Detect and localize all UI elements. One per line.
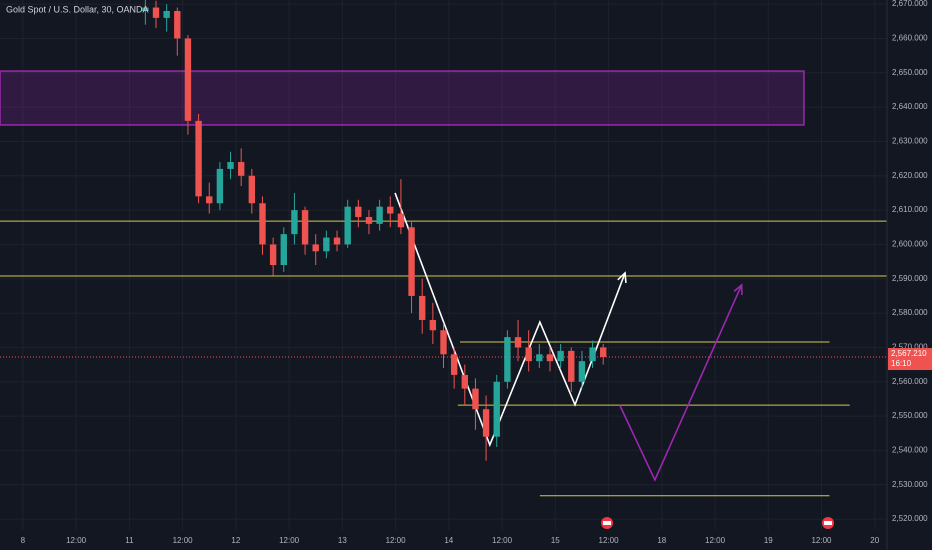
- candle-body: [450, 354, 458, 375]
- candle-body: [152, 7, 160, 18]
- candle-body: [291, 210, 298, 235]
- candle-body: [280, 234, 287, 266]
- candle-body: [514, 337, 522, 348]
- candle-body: [546, 354, 554, 362]
- candle-body: [142, 7, 149, 11]
- last-price-box: [888, 348, 932, 371]
- candle-body: [323, 237, 330, 252]
- x-tick-label: 14: [444, 536, 453, 545]
- x-tick-label: 12:00: [386, 536, 407, 545]
- x-tick-label: 12:00: [492, 536, 513, 545]
- candle-body: [174, 10, 181, 39]
- candle-body: [578, 361, 586, 382]
- candle-body: [376, 206, 383, 224]
- x-tick-label: 15: [551, 536, 560, 545]
- y-tick-label: 2,580.000: [892, 308, 928, 317]
- y-tick-label: 2,520.000: [892, 514, 928, 523]
- y-tick-label: 2,670.000: [892, 0, 928, 8]
- x-tick-label: 12: [231, 536, 240, 545]
- candle-body: [216, 168, 224, 204]
- candle-body: [301, 210, 309, 245]
- x-tick-label: 12:00: [173, 536, 194, 545]
- candle-body: [504, 337, 511, 382]
- arrow-head: [617, 271, 627, 283]
- candle-body: [493, 381, 500, 437]
- axes: 2,520.000 2,530.000 2,540.000 2,550.000 2,56…: [21, 0, 932, 550]
- candle-body: [557, 350, 564, 362]
- candle-body: [397, 213, 405, 228]
- y-tick-label: 2,630.000: [892, 137, 928, 146]
- x-tick-label: 12:00: [599, 536, 620, 545]
- candle-body: [536, 354, 543, 362]
- candle-body: [259, 203, 266, 245]
- grid: [0, 0, 887, 530]
- last-price-label: 2,567.210: [891, 349, 927, 358]
- supply-zone: [0, 70, 805, 126]
- candle-body: [419, 295, 426, 320]
- x-tick-label: 12:00: [279, 536, 300, 545]
- x-tick-label: 12:00: [66, 536, 87, 545]
- candle-body: [408, 227, 415, 296]
- x-tick-label: 18: [657, 536, 666, 545]
- y-tick-label: 2,530.000: [892, 480, 928, 489]
- candle-body: [312, 244, 319, 252]
- candle-body: [269, 244, 277, 266]
- x-tick-label: 13: [338, 536, 347, 545]
- candle-body: [461, 374, 468, 389]
- candle-body: [344, 206, 351, 245]
- y-tick-label: 2,550.000: [892, 411, 928, 420]
- candle-body: [387, 206, 394, 214]
- candle-body: [184, 38, 192, 121]
- candle-body: [525, 347, 532, 362]
- candle-body: [355, 206, 362, 217]
- candle-body: [365, 216, 373, 224]
- candle-body: [472, 388, 479, 410]
- candle-body: [600, 347, 607, 358]
- candle-body: [195, 120, 202, 197]
- y-tick-label: 2,660.000: [892, 34, 928, 43]
- y-tick-label: 2,590.000: [892, 274, 928, 283]
- candle-body: [429, 319, 437, 331]
- x-tick-label: 12:00: [705, 536, 726, 545]
- countdown-label: 16:10: [891, 359, 912, 368]
- y-tick-label: 2,570.000: [892, 343, 928, 352]
- candles: [0, 0, 887, 461]
- y-tick-label: 2,610.000: [892, 205, 928, 214]
- y-tick-label: 2,640.000: [892, 102, 928, 111]
- candle-body: [163, 10, 170, 18]
- x-tick-label: 11: [125, 536, 134, 545]
- event-icon: [601, 517, 613, 529]
- event-icon: [822, 517, 834, 529]
- x-tick-label: 19: [764, 536, 773, 545]
- candle-body: [227, 162, 234, 169]
- x-tick-label: 8: [21, 536, 26, 545]
- candle-body: [237, 162, 245, 176]
- arrow-head: [733, 283, 743, 295]
- y-tick-label: 2,620.000: [892, 171, 928, 180]
- x-tick-label: 20: [870, 536, 879, 545]
- chart-title: Gold Spot / U.S. Dollar, 30, OANDA: [6, 4, 149, 14]
- candle-body: [440, 330, 447, 355]
- candle-body: [589, 347, 596, 362]
- y-tick-label: 2,540.000: [892, 446, 928, 455]
- candle-body: [206, 196, 213, 204]
- y-tick-label: 2,650.000: [892, 68, 928, 77]
- candle-body: [333, 237, 341, 245]
- drawings: [0, 70, 887, 497]
- y-tick-label: 2,600.000: [892, 240, 928, 249]
- candle-body: [248, 175, 256, 204]
- candle-body: [568, 350, 575, 382]
- candle-body: [482, 409, 490, 437]
- x-tick-label: 12:00: [811, 536, 832, 545]
- y-tick-label: 2,560.000: [892, 377, 928, 386]
- projection-path: [619, 284, 743, 482]
